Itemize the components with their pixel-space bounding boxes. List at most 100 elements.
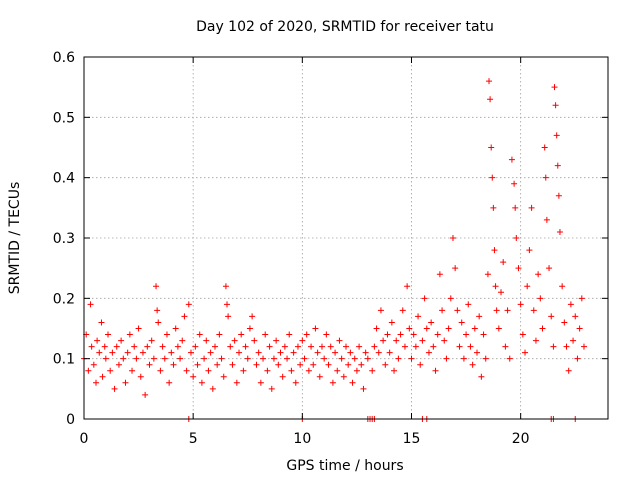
data-point bbox=[236, 349, 243, 356]
data-point bbox=[90, 361, 97, 368]
data-point bbox=[246, 325, 253, 332]
data-point bbox=[513, 235, 520, 241]
data-point bbox=[439, 307, 446, 314]
data-point bbox=[203, 337, 210, 344]
y-axis-label: SRMTID / TECUs bbox=[7, 182, 23, 295]
data-point bbox=[491, 247, 498, 254]
data-point bbox=[553, 132, 560, 139]
data-point bbox=[264, 367, 271, 374]
data-point bbox=[126, 331, 133, 338]
data-point bbox=[231, 337, 238, 344]
data-point bbox=[310, 361, 317, 368]
data-point bbox=[107, 367, 114, 374]
data-point bbox=[286, 331, 293, 338]
data-point bbox=[131, 343, 138, 350]
data-point bbox=[277, 349, 284, 356]
data-point bbox=[347, 349, 354, 356]
data-point bbox=[430, 343, 437, 350]
data-point bbox=[559, 283, 566, 290]
data-point bbox=[469, 361, 476, 368]
data-point bbox=[120, 355, 127, 362]
data-point bbox=[502, 343, 509, 350]
data-point bbox=[412, 343, 419, 350]
data-point bbox=[563, 343, 570, 350]
data-point bbox=[554, 162, 561, 169]
data-point bbox=[198, 379, 205, 386]
data-point bbox=[517, 301, 524, 308]
data-point bbox=[454, 307, 461, 314]
data-point bbox=[214, 361, 221, 368]
data-point bbox=[484, 271, 491, 278]
data-point bbox=[154, 307, 161, 314]
data-point bbox=[548, 313, 555, 320]
data-point bbox=[460, 355, 467, 362]
data-point bbox=[567, 301, 574, 308]
data-point bbox=[314, 349, 321, 356]
data-point bbox=[297, 361, 304, 368]
data-point bbox=[541, 144, 548, 151]
data-point bbox=[377, 307, 384, 314]
data-point bbox=[580, 343, 587, 350]
data-point bbox=[212, 343, 218, 350]
data-point bbox=[94, 337, 101, 344]
data-point bbox=[490, 204, 497, 211]
data-point bbox=[373, 325, 380, 332]
data-point bbox=[425, 349, 432, 356]
data-point bbox=[111, 385, 118, 392]
data-point bbox=[546, 265, 553, 272]
data-point bbox=[360, 385, 367, 392]
data-point bbox=[364, 355, 371, 362]
data-point bbox=[174, 343, 181, 350]
data-point bbox=[526, 247, 533, 254]
data-point bbox=[227, 343, 234, 350]
data-point bbox=[406, 325, 413, 332]
data-point bbox=[225, 313, 232, 320]
data-point bbox=[196, 331, 203, 338]
data-point bbox=[281, 343, 288, 350]
data-point bbox=[85, 367, 92, 374]
x-tick-label: 10 bbox=[293, 431, 311, 447]
data-point bbox=[578, 295, 585, 302]
grid-lines bbox=[84, 57, 608, 419]
data-point bbox=[181, 313, 188, 320]
data-point bbox=[301, 355, 308, 362]
data-point bbox=[249, 313, 256, 320]
data-point bbox=[500, 259, 507, 266]
data-point bbox=[542, 174, 549, 181]
data-point bbox=[109, 349, 116, 356]
data-point bbox=[345, 361, 352, 368]
data-point bbox=[102, 355, 109, 362]
data-point bbox=[432, 367, 439, 374]
data-point bbox=[492, 283, 499, 290]
data-point bbox=[384, 331, 391, 338]
data-point bbox=[476, 313, 483, 320]
data-point bbox=[284, 355, 291, 362]
data-point bbox=[434, 331, 441, 338]
data-point bbox=[190, 373, 197, 380]
data-point bbox=[410, 331, 417, 338]
data-point bbox=[530, 307, 537, 314]
data-point bbox=[194, 361, 201, 368]
data-point bbox=[233, 379, 240, 386]
y-tick-label: 0.3 bbox=[53, 231, 75, 247]
data-point bbox=[96, 349, 103, 356]
data-point bbox=[153, 283, 160, 290]
data-point bbox=[487, 96, 494, 103]
data-point bbox=[456, 343, 463, 350]
y-tick-label: 0.4 bbox=[53, 171, 75, 187]
data-point bbox=[375, 349, 382, 356]
data-point bbox=[262, 331, 269, 338]
data-point bbox=[321, 355, 328, 362]
data-point bbox=[522, 349, 529, 356]
data-point bbox=[362, 349, 369, 356]
data-point bbox=[428, 319, 435, 326]
data-point bbox=[570, 337, 577, 344]
data-point bbox=[146, 361, 153, 368]
data-point bbox=[421, 295, 428, 302]
data-point bbox=[170, 361, 177, 368]
data-point bbox=[93, 379, 100, 386]
data-point bbox=[144, 343, 151, 350]
data-point bbox=[537, 295, 544, 302]
data-point bbox=[393, 337, 400, 344]
data-point bbox=[177, 355, 184, 362]
